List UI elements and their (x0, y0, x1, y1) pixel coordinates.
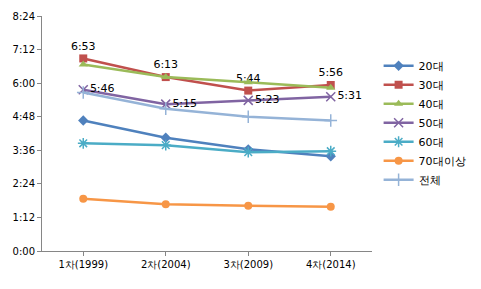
svg-text:8:24: 8:24 (13, 11, 35, 22)
svg-text:1차(1999): 1차(1999) (58, 259, 108, 270)
svg-text:5:44: 5:44 (236, 72, 261, 85)
svg-text:2차(2004): 2차(2004) (141, 259, 191, 270)
svg-text:5:31: 5:31 (337, 89, 362, 102)
svg-text:3:36: 3:36 (13, 145, 35, 156)
svg-text:30대: 30대 (419, 79, 444, 92)
svg-text:40대: 40대 (419, 98, 444, 111)
svg-text:1:12: 1:12 (13, 212, 35, 223)
svg-text:5:23: 5:23 (255, 93, 280, 106)
svg-text:전체: 전체 (419, 174, 441, 187)
svg-text:0:00: 0:00 (13, 246, 35, 257)
svg-text:2:24: 2:24 (13, 178, 35, 189)
svg-text:60대: 60대 (419, 136, 444, 149)
svg-text:5:56: 5:56 (318, 66, 343, 79)
svg-text:70대이상: 70대이상 (419, 155, 466, 168)
svg-text:4차(2014): 4차(2014) (306, 259, 356, 270)
svg-text:4:48: 4:48 (13, 111, 35, 122)
svg-text:6:13: 6:13 (153, 58, 178, 71)
svg-text:3차(2009): 3차(2009) (223, 259, 273, 270)
svg-text:50대: 50대 (419, 117, 444, 130)
svg-text:6:53: 6:53 (71, 40, 96, 53)
svg-text:7:12: 7:12 (13, 44, 35, 55)
svg-text:6:00: 6:00 (13, 78, 35, 89)
svg-text:20대: 20대 (419, 60, 444, 73)
svg-text:5:15: 5:15 (172, 97, 197, 110)
svg-text:5:46: 5:46 (90, 82, 115, 95)
